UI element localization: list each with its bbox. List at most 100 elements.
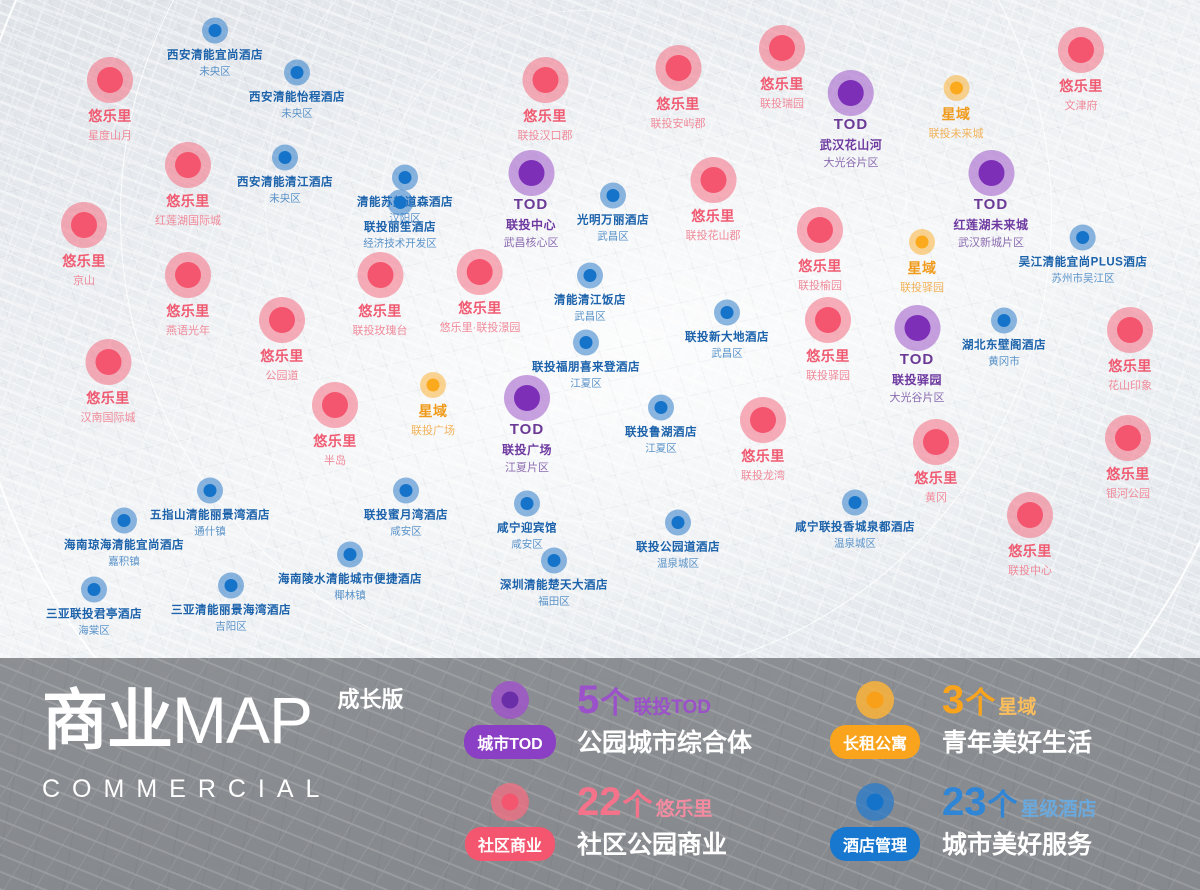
legend-count: 22 — [577, 780, 622, 824]
map-marker-youleli[interactable]: 悠乐里 星度山月 — [87, 57, 133, 143]
map-marker-hotel[interactable]: 五指山清能丽景湾酒店 通什镇 — [150, 477, 270, 539]
marker-subtitle: 武汉新城片区 — [957, 237, 1024, 249]
marker-subtitle: 燕语光年 — [166, 325, 210, 337]
map-marker-hotel[interactable]: 深圳清能楚天大酒店 福田区 — [500, 547, 608, 609]
map-marker-youleli[interactable]: 悠乐里 京山 — [61, 202, 107, 288]
map-marker-hotel[interactable]: 三亚清能丽景海湾酒店 吉阳区 — [171, 572, 291, 634]
map-marker-xingyu[interactable]: 星域 联投广场 — [411, 372, 455, 438]
map-marker-tod[interactable]: TOD 武汉花山河 大光谷片区 — [820, 70, 883, 170]
map-marker-tod[interactable]: TOD 联投驿园 大光谷片区 — [890, 305, 945, 405]
hotel-pin-icon — [392, 164, 418, 191]
map-marker-youleli[interactable]: 悠乐里 联投中心 — [1007, 492, 1053, 578]
marker-subtitle: 黄冈市 — [988, 355, 1020, 368]
brand-title-cn: 商业 — [42, 683, 173, 757]
youleli-pin-icon — [456, 249, 503, 295]
xingyu-pin-icon — [420, 372, 446, 398]
map-marker-hotel[interactable]: 西安清能清江酒店 未央区 — [237, 144, 333, 206]
map-marker-hotel[interactable]: 联投蜜月湾酒店 咸安区 — [364, 477, 448, 539]
map-marker-youleli[interactable]: 悠乐里 银河公园 — [1105, 415, 1151, 501]
youleli-pin-icon — [740, 397, 786, 443]
map-marker-youleli[interactable]: 悠乐里 半岛 — [312, 382, 358, 468]
marker-tod-label: TOD — [509, 421, 545, 438]
legend-count: 23 — [942, 780, 987, 824]
map-marker-hotel[interactable]: 光明万丽酒店 武昌区 — [577, 182, 649, 244]
legend-item-tod[interactable]: 城市TOD 5 个联投TOD 公园城市综合体 — [455, 680, 752, 759]
tod-pin-icon — [508, 150, 554, 196]
map-marker-tod[interactable]: TOD 联投中心 武昌核心区 — [504, 150, 559, 250]
map-marker-youleli[interactable]: 悠乐里 文津府 — [1058, 27, 1104, 113]
legend-text-hotel: 23 个星级酒店 城市美好服务 — [942, 782, 1097, 861]
hotel-pin-icon — [337, 541, 363, 568]
map-marker-youleli[interactable]: 悠乐里 联投榆园 — [797, 207, 843, 293]
map-marker-hotel[interactable]: 联投鲁湖酒店 江夏区 — [625, 394, 697, 456]
map-marker-youleli[interactable]: 悠乐里 联投花山郡 — [686, 157, 741, 243]
marker-subtitle: 未央区 — [269, 192, 301, 205]
marker-subtitle: 文津府 — [1064, 100, 1098, 112]
marker-subtitle: 未央区 — [281, 107, 313, 120]
map-marker-xingyu[interactable]: 星域 联投驿园 — [900, 229, 944, 295]
legend-text-tod: 5 个联投TOD 公园城市综合体 — [577, 680, 752, 759]
map-marker-tod[interactable]: TOD 联投广场 江夏片区 — [502, 375, 552, 475]
marker-title: 悠乐里 — [1106, 466, 1150, 482]
map-marker-youleli[interactable]: 悠乐里 公园道 — [259, 297, 305, 383]
map-marker-hotel[interactable]: 联投丽笙酒店 经济技术开发区 — [363, 189, 437, 251]
map-marker-hotel[interactable]: 联投公园道酒店 温泉城区 — [636, 509, 720, 571]
marker-title: 咸宁联投香城泉都酒店 — [795, 521, 915, 534]
marker-title: 悠乐里 — [741, 448, 785, 464]
map-marker-youleli[interactable]: 悠乐里 汉南国际城 — [81, 339, 136, 425]
map-marker-youleli[interactable]: 悠乐里 联投瑞园 — [759, 25, 805, 111]
marker-title: 悠乐里 — [1059, 78, 1103, 94]
map-marker-hotel[interactable]: 海南琼海清能宜尚酒店 嘉积镇 — [64, 507, 184, 569]
marker-title: 海南琼海清能宜尚酒店 — [64, 539, 184, 552]
marker-title: 悠乐里 — [760, 76, 804, 92]
legend-item-apartment[interactable]: 长租公寓 3 个星域 青年美好生活 — [820, 680, 1092, 759]
marker-title: 联投驿园 — [891, 373, 942, 387]
legend-pill-label: 酒店管理 — [829, 826, 920, 861]
map-marker-youleli[interactable]: 悠乐里 悠乐里·联投澋园 — [440, 249, 520, 335]
brand-title-en: MAP — [172, 683, 313, 757]
map-marker-youleli[interactable]: 悠乐里 联投安屿郡 — [651, 45, 706, 131]
map-marker-hotel[interactable]: 联投福朋喜来登酒店 江夏区 — [532, 329, 640, 391]
map-marker-hotel[interactable]: 海南陵水清能城市便捷酒店 椰林镇 — [278, 541, 422, 603]
legend-count: 5 — [577, 678, 600, 722]
marker-title: 西安清能宜尚酒店 — [167, 49, 263, 62]
map-marker-youleli[interactable]: 悠乐里 联投龙湾 — [740, 397, 786, 483]
marker-subtitle: 红莲湖国际城 — [155, 215, 221, 227]
marker-title: 悠乐里 — [656, 96, 700, 112]
youleli-pin-icon — [1007, 492, 1053, 538]
map-marker-hotel[interactable]: 西安清能怡程酒店 未央区 — [249, 59, 345, 121]
legend-unit: 个 — [622, 789, 653, 822]
hotel-pin-icon — [991, 307, 1017, 334]
map-marker-hotel[interactable]: 咸宁联投香城泉都酒店 温泉城区 — [795, 489, 915, 551]
legend-item-hotel[interactable]: 酒店管理 23 个星级酒店 城市美好服务 — [820, 782, 1097, 861]
marker-title: 三亚清能丽景海湾酒店 — [171, 604, 291, 617]
map-marker-hotel[interactable]: 吴江清能宜尚PLUS酒店 苏州市吴江区 — [1019, 224, 1148, 286]
marker-subtitle: 吉阳区 — [215, 620, 247, 633]
marker-subtitle: 联投安屿郡 — [650, 118, 706, 130]
map-marker-tod[interactable]: TOD 红莲湖未来城 武汉新城片区 — [953, 150, 1028, 250]
map-marker-hotel[interactable]: 咸宁迎宾馆 咸安区 — [497, 490, 557, 552]
map-marker-hotel[interactable]: 清能清江饭店 武昌区 — [554, 262, 626, 324]
map-marker-hotel[interactable]: 三亚联投君亭酒店 海棠区 — [46, 576, 142, 638]
map-marker-hotel[interactable]: 西安清能宜尚酒店 未央区 — [167, 17, 263, 79]
marker-subtitle: 武昌区 — [597, 230, 629, 243]
legend-item-community[interactable]: 社区商业 22 个悠乐里 社区公园商业 — [455, 782, 727, 861]
map-marker-youleli[interactable]: 悠乐里 联投玫瑰台 — [353, 252, 408, 338]
map-marker-hotel[interactable]: 湖北东壁阁酒店 黄冈市 — [962, 307, 1046, 369]
map-marker-youleli[interactable]: 悠乐里 花山印象 — [1107, 307, 1153, 393]
apartment-pin-icon — [856, 680, 894, 719]
map-marker-youleli[interactable]: 悠乐里 联投汉口郡 — [518, 57, 573, 143]
map-marker-youleli[interactable]: 悠乐里 燕语光年 — [165, 252, 211, 338]
map-marker-youleli[interactable]: 悠乐里 联投驿园 — [805, 297, 851, 383]
marker-subtitle: 银河公园 — [1106, 488, 1150, 500]
legend-grid: 城市TOD 5 个联投TOD 公园城市综合体 社区商业 22 个悠乐里 社区公园商业 长租公寓 3… — [455, 680, 1175, 880]
youleli-pin-icon — [1058, 27, 1104, 73]
hotel-pin-icon — [387, 189, 413, 216]
marker-title: 三亚联投君亭酒店 — [46, 608, 142, 621]
map-marker-youleli[interactable]: 悠乐里 黄冈 — [913, 419, 959, 505]
marker-title: 湖北东壁阁酒店 — [962, 339, 1046, 352]
map-marker-youleli[interactable]: 悠乐里 红莲湖国际城 — [155, 142, 221, 228]
map-marker-hotel[interactable]: 联投新大地酒店 武昌区 — [685, 299, 769, 361]
map-marker-xingyu[interactable]: 星域 联投未来城 — [929, 75, 984, 141]
marker-subtitle: 星度山月 — [88, 130, 132, 142]
